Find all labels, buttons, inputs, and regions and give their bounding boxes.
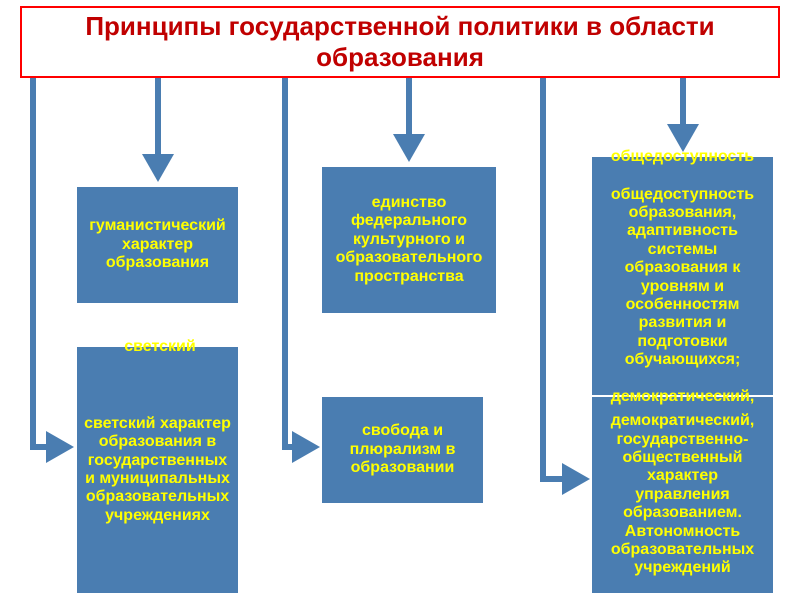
node-n6: демократический, государственно-обществе… xyxy=(590,395,775,595)
node-overflow-n3: общедоступность xyxy=(590,148,775,166)
connector xyxy=(46,431,74,463)
node-overflow-n4: светский xyxy=(115,338,205,356)
node-n3: общедоступность образования, адаптивност… xyxy=(590,155,775,400)
connector xyxy=(680,78,686,126)
connector xyxy=(155,78,161,156)
connector xyxy=(562,463,590,495)
node-n5: свобода и плюрализм в образовании xyxy=(320,395,485,505)
connector xyxy=(282,78,288,450)
node-n1: гуманистический характер образования xyxy=(75,185,240,305)
node-n2: единство федерального культурного и обра… xyxy=(320,165,498,315)
connector xyxy=(30,78,36,450)
node-text: гуманистический характер образования xyxy=(83,217,232,272)
node-overflow-n6: демократический, xyxy=(590,388,775,406)
diagram-title: Принципы государственной политики в обла… xyxy=(20,6,780,78)
connector xyxy=(540,78,546,482)
node-text: единство федерального культурного и обра… xyxy=(328,194,490,286)
connector xyxy=(406,78,412,136)
node-text: общедоступность образования, адаптивност… xyxy=(598,186,767,370)
node-text: свобода и плюрализм в образовании xyxy=(328,422,477,477)
connector xyxy=(540,476,564,482)
node-text: демократический, государственно-обществе… xyxy=(598,412,767,578)
node-text: светский характер образования в государс… xyxy=(83,415,232,525)
connector xyxy=(292,431,320,463)
diagram-title-text: Принципы государственной политики в обла… xyxy=(30,11,770,73)
node-n4: светский характер образования в государс… xyxy=(75,345,240,595)
connector xyxy=(142,154,174,182)
connector xyxy=(393,134,425,162)
